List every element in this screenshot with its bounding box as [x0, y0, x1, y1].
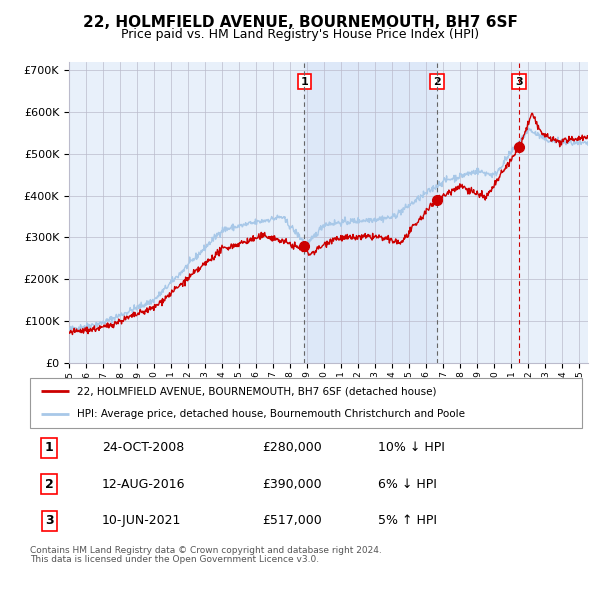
Text: £280,000: £280,000	[262, 441, 322, 454]
Text: 10-JUN-2021: 10-JUN-2021	[102, 514, 181, 527]
Text: HPI: Average price, detached house, Bournemouth Christchurch and Poole: HPI: Average price, detached house, Bour…	[77, 409, 465, 419]
Text: 3: 3	[45, 514, 53, 527]
Text: Price paid vs. HM Land Registry's House Price Index (HPI): Price paid vs. HM Land Registry's House …	[121, 28, 479, 41]
Text: 22, HOLMFIELD AVENUE, BOURNEMOUTH, BH7 6SF: 22, HOLMFIELD AVENUE, BOURNEMOUTH, BH7 6…	[83, 15, 517, 30]
Text: £517,000: £517,000	[262, 514, 322, 527]
Text: 10% ↓ HPI: 10% ↓ HPI	[378, 441, 445, 454]
Text: 2: 2	[45, 478, 53, 491]
Text: 6% ↓ HPI: 6% ↓ HPI	[378, 478, 437, 491]
Text: £390,000: £390,000	[262, 478, 322, 491]
Text: 2: 2	[433, 77, 441, 87]
Text: Contains HM Land Registry data © Crown copyright and database right 2024.: Contains HM Land Registry data © Crown c…	[30, 546, 382, 555]
Bar	[304, 62, 437, 363]
Text: 12-AUG-2016: 12-AUG-2016	[102, 478, 185, 491]
Text: 5% ↑ HPI: 5% ↑ HPI	[378, 514, 437, 527]
FancyBboxPatch shape	[30, 378, 582, 428]
Text: 3: 3	[515, 77, 523, 87]
Text: This data is licensed under the Open Government Licence v3.0.: This data is licensed under the Open Gov…	[30, 555, 319, 563]
Text: 24-OCT-2008: 24-OCT-2008	[102, 441, 184, 454]
Text: 1: 1	[300, 77, 308, 87]
Text: 1: 1	[45, 441, 53, 454]
Text: 22, HOLMFIELD AVENUE, BOURNEMOUTH, BH7 6SF (detached house): 22, HOLMFIELD AVENUE, BOURNEMOUTH, BH7 6…	[77, 386, 436, 396]
